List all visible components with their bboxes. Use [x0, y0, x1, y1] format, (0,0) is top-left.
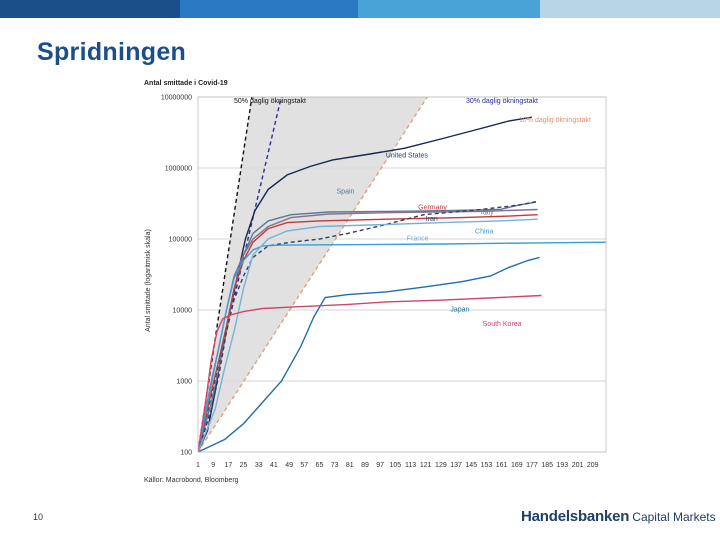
x-tick-label: 73	[331, 462, 339, 469]
top-bar-segment	[540, 0, 720, 18]
series-label-china: China	[475, 228, 493, 235]
x-tick-label: 33	[255, 462, 263, 469]
plot-frame	[197, 96, 607, 453]
y-tick-label: 1000000	[165, 166, 192, 173]
series-line-germany	[198, 214, 538, 452]
top-bar-segment	[358, 0, 540, 18]
series-line-china	[198, 241, 606, 452]
handelsbanken-logo: Handelsbanken Capital Markets	[521, 508, 716, 526]
series-label-japan: Japan	[450, 307, 469, 314]
x-tick-label: 49	[285, 462, 293, 469]
reference-line-30	[198, 97, 282, 452]
series-line-spain	[198, 201, 536, 452]
reference-label-30: 30% daglig ökningstakt	[466, 98, 538, 105]
x-tick-label: 81	[346, 462, 354, 469]
y-tick-label: 10000000	[161, 95, 192, 102]
x-tick-label: 1	[196, 462, 200, 469]
x-tick-label: 193	[557, 462, 569, 469]
chart-title: Antal smittade i Covid-19	[144, 80, 228, 87]
series-label-iran: Iran	[426, 216, 438, 223]
series-label-italy: Italy	[481, 210, 494, 217]
top-bar-segment	[180, 0, 358, 18]
series-line-south-korea	[198, 294, 542, 452]
x-tick-label: 25	[240, 462, 248, 469]
y-tick-label: 10000	[173, 308, 193, 315]
x-tick-label: 185	[541, 462, 553, 469]
x-tick-label: 9	[211, 462, 215, 469]
chart-source: Källor: Macrobond, Bloomberg	[144, 477, 239, 484]
x-tick-label: 201	[572, 462, 584, 469]
x-tick-label: 209	[587, 462, 599, 469]
series-label-south-korea: South Korea	[483, 321, 522, 328]
x-tick-label: 121	[420, 462, 432, 469]
y-axis-label: Antal smittade (logaritmisk skala)	[145, 229, 152, 332]
x-tick-label: 161	[496, 462, 508, 469]
slide-title: Spridningen	[37, 38, 187, 66]
x-tick-label: 113	[405, 462, 416, 469]
y-tick-label: 100000	[169, 237, 192, 244]
series-label-france: France	[407, 236, 429, 243]
x-tick-label: 97	[376, 462, 384, 469]
x-tick-label: 169	[511, 462, 523, 469]
series-line-france	[198, 218, 538, 452]
x-tick-label: 89	[361, 462, 369, 469]
x-tick-label: 65	[316, 462, 324, 469]
x-tick-label: 105	[390, 462, 402, 469]
series-label-united-states: United States	[386, 153, 429, 160]
logo-brand: Handelsbanken	[521, 508, 630, 525]
x-tick-label: 153	[481, 462, 493, 469]
series-line-iran	[198, 200, 538, 452]
y-tick-label: 1000	[176, 379, 192, 386]
x-tick-label: 17	[224, 462, 232, 469]
x-tick-label: 57	[300, 462, 308, 469]
x-tick-label: 137	[450, 462, 462, 469]
logo-subtitle: Capital Markets	[632, 510, 716, 524]
series-label-germany: Germany	[418, 205, 447, 212]
x-tick-label: 41	[270, 462, 278, 469]
y-tick-label: 100	[180, 450, 192, 457]
top-bar-segment	[0, 0, 180, 18]
series-line-japan	[198, 256, 540, 452]
reference-label-50: 50% daglig ökningstakt	[234, 98, 306, 105]
series-label-spain: Spain	[337, 188, 355, 195]
x-tick-label: 129	[435, 462, 447, 469]
x-tick-label: 145	[465, 462, 477, 469]
page-number: 10	[33, 512, 44, 522]
x-tick-label: 177	[526, 462, 538, 469]
reference-label-10: 10% daglig ökningstakt	[519, 117, 591, 124]
top-color-bar	[0, 0, 720, 18]
reference-line-10	[198, 97, 428, 452]
